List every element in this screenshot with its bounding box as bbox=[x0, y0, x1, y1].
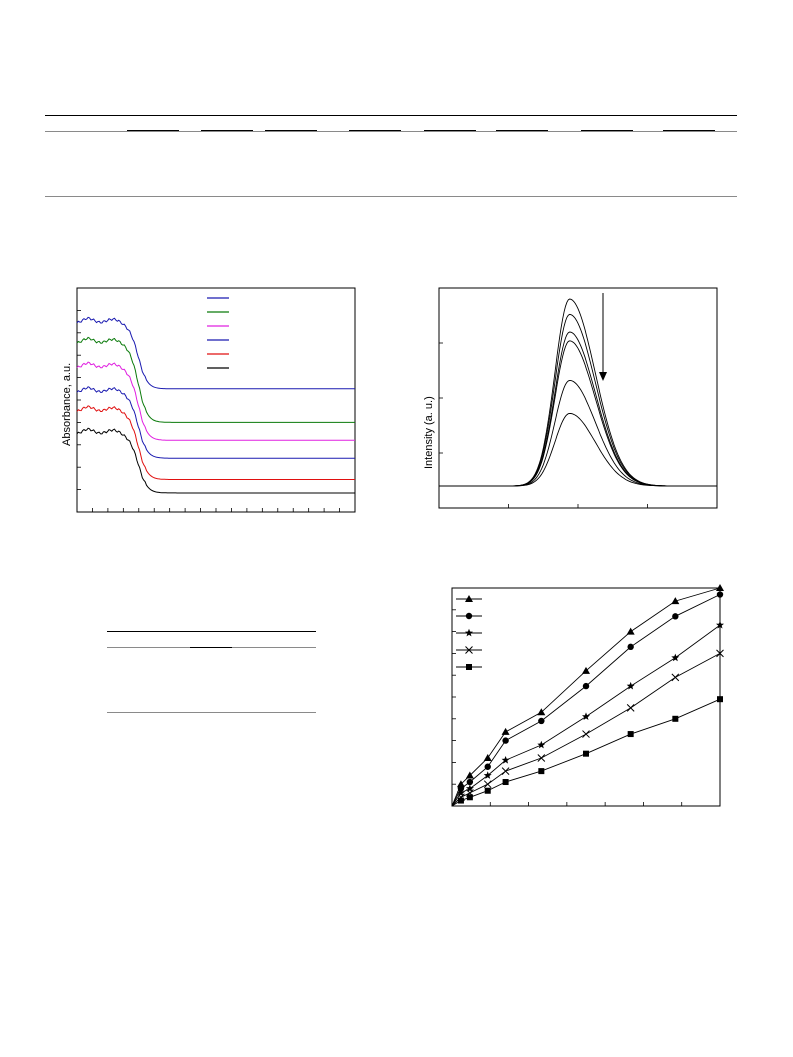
marker-square-point bbox=[627, 731, 634, 738]
marker-square-point bbox=[538, 768, 545, 775]
marker-square-point bbox=[672, 715, 679, 722]
marker-star-point bbox=[537, 740, 546, 749]
marker-chart-plot-frame bbox=[451, 587, 721, 807]
marker-series-line bbox=[451, 587, 721, 807]
absorbance-series-line bbox=[76, 427, 355, 494]
marker-cross-point bbox=[501, 767, 510, 775]
marker-square-point bbox=[502, 779, 509, 786]
absorbance-series-line bbox=[76, 316, 355, 390]
marker-legend-cross-icon bbox=[465, 646, 473, 654]
table-top-rule bbox=[45, 115, 737, 116]
marker-triangle-point bbox=[626, 627, 635, 635]
small-table-bottom-rule bbox=[107, 712, 316, 713]
absorbance-series-line bbox=[76, 336, 355, 423]
marker-triangle-point bbox=[671, 597, 680, 605]
marker-series-line bbox=[451, 624, 721, 807]
marker-star-point bbox=[483, 771, 492, 779]
marker-triangle-point bbox=[716, 584, 724, 591]
marker-star-point bbox=[626, 681, 635, 690]
marker-star-point bbox=[465, 784, 474, 792]
table-group-rule bbox=[127, 130, 179, 131]
marker-square-point bbox=[717, 696, 723, 703]
table-group-rule bbox=[496, 130, 548, 131]
marker-star-point bbox=[671, 653, 680, 662]
marker-star-point bbox=[501, 756, 510, 764]
marker-cross-point bbox=[716, 649, 724, 658]
marker-series-line bbox=[451, 653, 721, 807]
absorbance-series-line bbox=[76, 386, 355, 459]
marker-square-point bbox=[466, 794, 473, 801]
marker-circle-point bbox=[627, 643, 634, 651]
table-group-rule bbox=[265, 130, 317, 131]
marker-cross-point bbox=[626, 704, 635, 712]
table-group-rule bbox=[581, 130, 633, 131]
marker-circle-point bbox=[582, 682, 590, 690]
marker-triangle-point bbox=[537, 708, 546, 716]
marker-legend-square-icon bbox=[466, 664, 472, 670]
marker-star-point bbox=[716, 620, 724, 629]
marker-cross-point bbox=[582, 730, 590, 738]
table-bottom-rule bbox=[45, 196, 737, 197]
marker-cross-point bbox=[537, 754, 546, 762]
absorbance-series-line bbox=[76, 405, 355, 480]
small-table-group-rule bbox=[190, 647, 232, 648]
marker-triangle-point bbox=[501, 727, 510, 735]
marker-triangle-point bbox=[456, 780, 465, 788]
absorbance-series-line bbox=[76, 361, 355, 441]
marker-square-point bbox=[484, 787, 491, 794]
marker-triangle-point bbox=[483, 754, 492, 762]
marker-legend-triangle-icon bbox=[465, 595, 473, 602]
marker-series-line bbox=[451, 698, 721, 807]
marker-square-point bbox=[583, 750, 589, 757]
marker-circle-point bbox=[466, 778, 474, 786]
small-table-top-rule bbox=[107, 631, 316, 632]
marker-legend-star-icon bbox=[465, 628, 473, 637]
marker-star-point bbox=[582, 712, 590, 720]
table-group-rule bbox=[201, 130, 253, 131]
marker-triangle-point bbox=[465, 771, 474, 779]
marker-circle-point bbox=[502, 737, 509, 744]
marker-circle-point bbox=[457, 785, 465, 792]
table-group-rule bbox=[349, 130, 401, 131]
intensity-spectrum-line bbox=[439, 412, 717, 487]
marker-cross-point bbox=[671, 673, 680, 682]
marker-circle-point bbox=[538, 717, 545, 725]
marker-circle-point bbox=[484, 763, 491, 770]
marker-legend-circle-icon bbox=[465, 612, 473, 620]
table-group-rule bbox=[663, 130, 715, 131]
table-header-rule bbox=[45, 131, 737, 132]
marker-circle-point bbox=[716, 591, 724, 598]
marker-triangle-point bbox=[582, 666, 590, 674]
marker-star-point bbox=[456, 788, 465, 797]
marker-series-line bbox=[451, 594, 721, 807]
marker-cross-point bbox=[483, 780, 492, 789]
marker-square-point bbox=[457, 797, 464, 804]
marker-circle-point bbox=[672, 613, 679, 620]
intensity-arrow-head-icon bbox=[599, 372, 607, 381]
table-group-rule bbox=[424, 130, 476, 131]
